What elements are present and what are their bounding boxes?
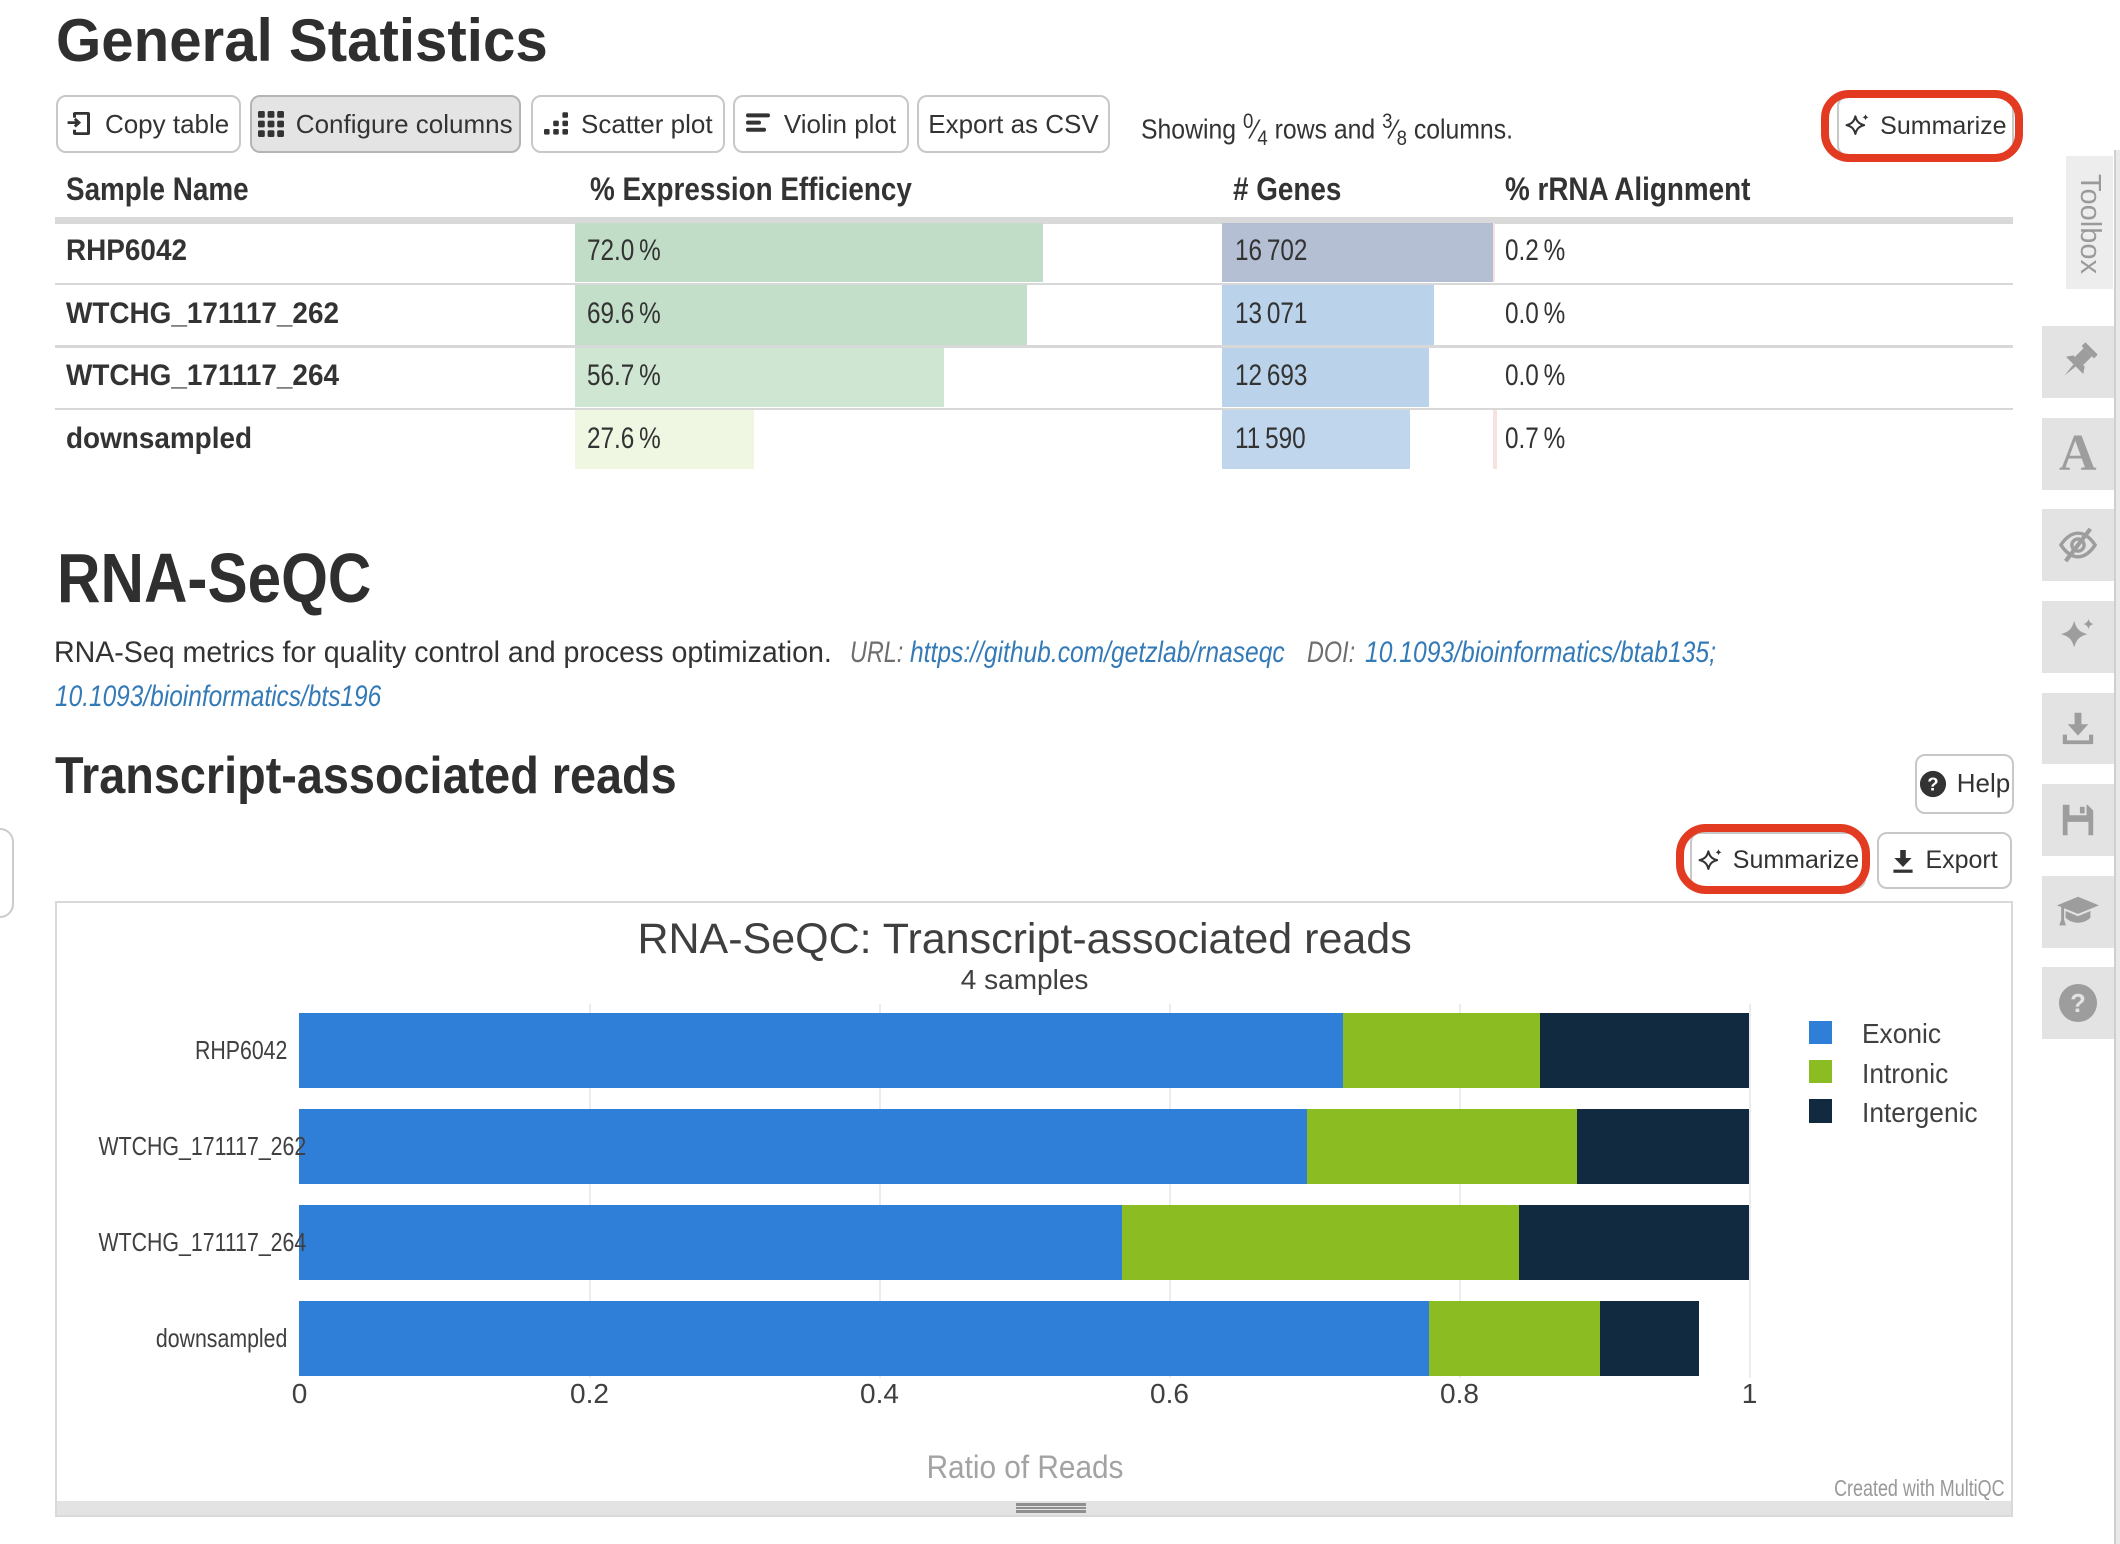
svg-text:?: ? [1927,773,1938,794]
svg-text:?: ? [2070,990,2086,1018]
